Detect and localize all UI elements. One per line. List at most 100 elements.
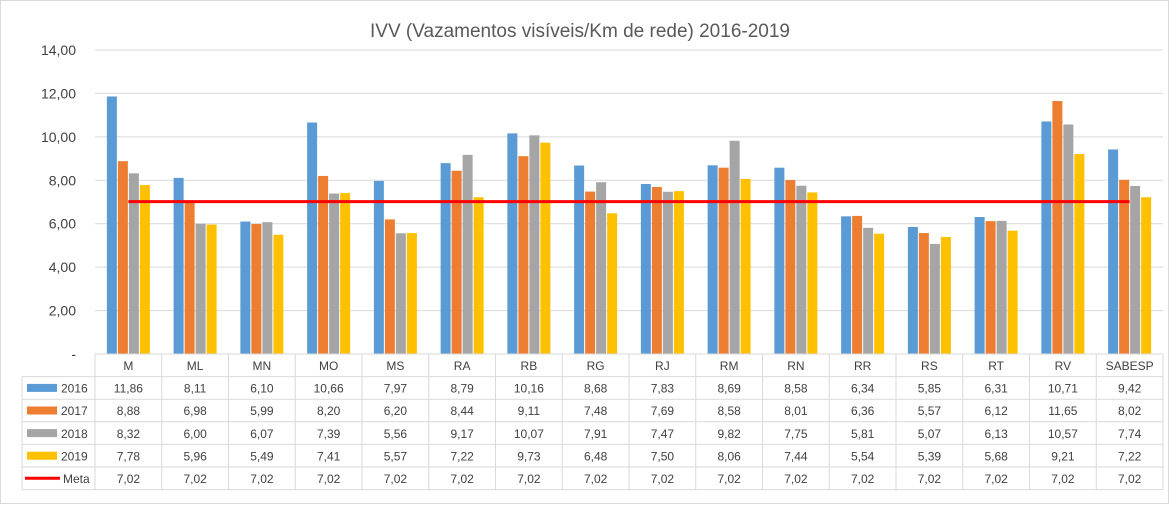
bar-2017-RR	[852, 215, 863, 354]
series-name: 2018	[61, 427, 88, 441]
data-cell: 6,34	[851, 382, 875, 396]
data-cell: 5,39	[918, 449, 942, 463]
data-cell: 7,47	[651, 427, 675, 441]
category-label: MS	[386, 359, 404, 373]
data-cell: 7,02	[517, 472, 541, 486]
category-label: RG	[587, 359, 605, 373]
data-cell: 5,81	[851, 427, 875, 441]
data-cell: 10,07	[514, 427, 544, 441]
legend-key-2018	[27, 429, 57, 438]
data-cell: 7,22	[450, 449, 474, 463]
bar-2018-RG	[596, 182, 607, 354]
data-cell: 8,32	[117, 427, 141, 441]
data-cell: 8,06	[717, 449, 741, 463]
data-cell: 10,57	[1048, 427, 1078, 441]
data-cell: 8,79	[450, 382, 474, 396]
category-label: RT	[988, 359, 1004, 373]
legend-key-2016	[27, 383, 57, 392]
y-tick-label: -	[71, 346, 76, 362]
data-cell: 7,48	[584, 404, 608, 418]
bar-2016-RV	[1041, 121, 1052, 354]
bar-2016-RG	[574, 165, 585, 354]
data-cell: 7,97	[384, 382, 408, 396]
bar-2017-RA	[451, 170, 462, 354]
y-tick-label: 6,00	[49, 216, 76, 232]
category-label: RJ	[655, 359, 670, 373]
data-cell: 7,02	[1118, 472, 1142, 486]
category-label: ML	[187, 359, 204, 373]
bar-2019-RN	[807, 192, 818, 354]
bar-2016-RT	[974, 216, 985, 354]
data-cell: 7,02	[784, 472, 808, 486]
y-tick-label: 14,00	[41, 42, 76, 58]
bar-2019-RG	[607, 213, 618, 354]
data-cell: 8,88	[117, 404, 141, 418]
y-tick-label: 10,00	[41, 129, 76, 145]
data-cell: 10,66	[314, 382, 344, 396]
category-label: RA	[454, 359, 471, 373]
data-cell: 7,02	[1051, 472, 1075, 486]
bar-2017-ML	[184, 202, 195, 354]
bar-2019-RV	[1074, 154, 1085, 354]
data-cell: 6,36	[851, 404, 875, 418]
data-cell: 7,41	[317, 449, 341, 463]
category-label: RB	[521, 359, 538, 373]
data-cell: 7,02	[317, 472, 341, 486]
data-cell: 9,42	[1118, 382, 1142, 396]
bar-2016-RR	[841, 216, 852, 354]
bar-2016-MS	[373, 180, 384, 354]
bar-2017-RT	[985, 221, 996, 354]
bar-2019-RA	[473, 197, 484, 354]
series-name: Meta	[63, 472, 90, 486]
data-cell: 6,13	[984, 427, 1008, 441]
data-cell: 7,91	[584, 427, 608, 441]
bar-2019-MN	[273, 234, 284, 354]
series-name: 2019	[61, 449, 88, 463]
data-cell: 8,02	[1118, 404, 1142, 418]
bar-2018-RA	[462, 154, 473, 354]
series-name: 2016	[61, 382, 88, 396]
bar-2018-M	[128, 173, 139, 354]
data-cell: 7,75	[784, 427, 808, 441]
category-label: RV	[1055, 359, 1071, 373]
data-cell: 5,68	[984, 449, 1008, 463]
bar-2019-SABESP	[1141, 197, 1152, 354]
bar-2018-MN	[262, 222, 273, 354]
bar-2019-ML	[206, 224, 217, 354]
data-cell: 10,16	[514, 382, 544, 396]
bar-2018-RN	[796, 185, 807, 354]
data-cell: 7,50	[651, 449, 675, 463]
bar-2019-MS	[406, 233, 417, 354]
data-cell: 9,17	[450, 427, 474, 441]
data-cell: 7,02	[384, 472, 408, 486]
legend-key-2017	[27, 406, 57, 415]
bar-2016-RS	[907, 226, 918, 354]
bar-2017-RJ	[651, 187, 662, 354]
data-cell: 6,31	[984, 382, 1008, 396]
bar-2018-RV	[1063, 124, 1074, 354]
bar-2016-MN	[240, 221, 251, 354]
y-tick-label: 8,00	[49, 172, 76, 188]
bar-2019-RM	[740, 178, 751, 354]
bar-2018-RR	[863, 227, 874, 354]
data-cell: 6,98	[183, 404, 207, 418]
data-cell: 6,48	[584, 449, 608, 463]
data-cell: 6,12	[984, 404, 1008, 418]
series-name: 2017	[61, 404, 88, 418]
data-cell: 7,39	[317, 427, 341, 441]
data-cell: 7,02	[851, 472, 875, 486]
data-cell: 8,68	[584, 382, 608, 396]
data-cell: 9,73	[517, 449, 541, 463]
bar-2016-RM	[707, 165, 718, 354]
data-cell: 7,02	[584, 472, 608, 486]
data-cell: 7,69	[651, 404, 675, 418]
data-cell: 9,21	[1051, 449, 1075, 463]
bar-2016-RN	[774, 167, 785, 354]
bar-2018-MO	[329, 193, 340, 354]
bar-2016-RA	[440, 163, 451, 354]
bar-2019-RB	[540, 142, 551, 354]
bar-2016-SABESP	[1108, 149, 1119, 354]
bar-2018-RS	[929, 243, 940, 354]
